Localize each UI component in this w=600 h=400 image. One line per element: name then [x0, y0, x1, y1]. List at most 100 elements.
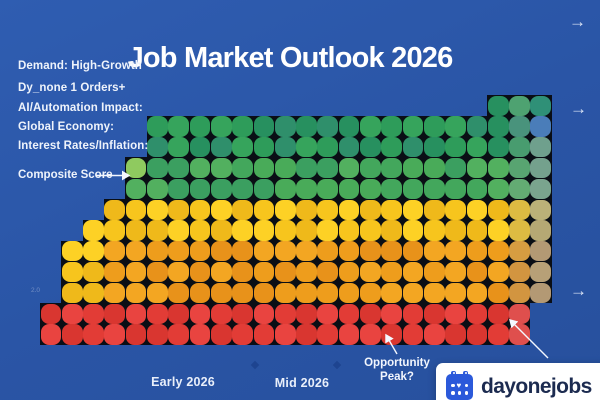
mosaic-dot	[509, 303, 530, 324]
mosaic-cell	[82, 303, 105, 325]
mosaic-dot	[147, 324, 168, 345]
mosaic-dot	[423, 178, 445, 199]
mosaic-cell	[402, 282, 424, 304]
mosaic-dot	[125, 199, 147, 220]
mosaic-cell	[231, 199, 254, 221]
mosaic-cell	[487, 136, 510, 158]
mosaic-dot	[466, 199, 488, 220]
mosaic-dot	[487, 241, 509, 262]
mosaic-dot	[83, 261, 104, 283]
mosaic-dot	[381, 199, 402, 220]
mosaic-cell	[338, 240, 360, 262]
mosaic-cell	[338, 115, 360, 138]
mosaic-cell	[253, 219, 275, 242]
mosaic-dot	[274, 303, 296, 324]
mosaic-dot	[509, 220, 530, 241]
mosaic-cell	[338, 323, 360, 346]
mosaic-cell	[402, 136, 424, 158]
mosaic-cell	[167, 219, 190, 242]
mosaic-dot	[210, 241, 232, 262]
mosaic-dot	[530, 199, 552, 220]
mosaic-cell	[316, 219, 339, 242]
mosaic-cell	[423, 115, 446, 138]
mosaic-cell	[210, 136, 233, 158]
mosaic-cell	[380, 115, 403, 138]
calendar-dot	[464, 391, 468, 395]
mosaic-dot	[274, 157, 296, 179]
mosaic-cell	[359, 199, 382, 221]
mosaic-dot	[168, 116, 189, 137]
mosaic-cell	[167, 323, 190, 346]
mosaic-cell	[338, 136, 360, 158]
mosaic-cell	[253, 178, 275, 200]
mosaic-dot	[423, 303, 445, 324]
mosaic-cell	[487, 199, 510, 221]
mosaic-cell	[189, 157, 211, 179]
mosaic-cell	[253, 303, 275, 325]
mosaic-dot	[360, 178, 381, 199]
mosaic-cell	[380, 136, 403, 158]
mosaic-dot	[487, 95, 509, 116]
mosaic-dot	[296, 324, 317, 345]
mosaic-dot	[168, 282, 189, 303]
mosaic-cell	[231, 219, 254, 242]
mosaic-dot	[40, 324, 62, 345]
mosaic-cell	[487, 323, 510, 346]
mosaic-cell	[274, 178, 297, 200]
mosaic-dot	[466, 220, 488, 241]
mosaic-dot	[509, 137, 530, 158]
mosaic-cell	[103, 323, 126, 346]
mosaic-cell	[380, 219, 403, 242]
mosaic-cell	[146, 136, 169, 158]
mosaic-dot	[423, 324, 445, 345]
mosaic-dot	[338, 261, 360, 283]
mosaic-dot	[61, 282, 83, 303]
mosaic-dot	[445, 303, 466, 324]
mosaic-cell	[103, 199, 126, 221]
mosaic-dot	[381, 157, 402, 179]
mosaic-dot	[232, 199, 253, 220]
mosaic-cell	[189, 136, 211, 158]
mosaic-cell	[508, 157, 531, 179]
mosaic-dot	[147, 261, 168, 283]
mosaic-cell	[466, 323, 488, 346]
mosaic-cell	[423, 157, 446, 179]
mosaic-dot	[360, 199, 381, 220]
heart-icon: ♥	[456, 381, 462, 390]
label-composite-score: Composite Score	[18, 169, 113, 181]
mosaic-cell	[103, 261, 126, 283]
mosaic-dot	[317, 178, 339, 199]
mosaic-cell	[444, 240, 467, 262]
dayonejobs-logo-card[interactable]: ♥ dayonejobs	[436, 363, 600, 400]
mosaic-dot	[338, 282, 360, 303]
mosaic-dot	[466, 178, 488, 199]
mosaic-dot	[509, 157, 530, 179]
page-title: Job Market Outlook 2026	[127, 42, 454, 74]
mosaic-cell	[487, 115, 510, 138]
mosaic-cell	[508, 303, 531, 325]
mosaic-dot	[296, 137, 317, 158]
mosaic-cell	[423, 199, 446, 221]
mosaic-dot	[168, 178, 189, 199]
mosaic-cell	[103, 219, 126, 242]
mosaic-dot	[530, 95, 552, 116]
mosaic-cell	[529, 178, 552, 200]
mosaic-cell	[167, 136, 190, 158]
mosaic-dot	[466, 157, 488, 179]
mosaic-cell	[508, 115, 531, 138]
mosaic-dot	[189, 137, 211, 158]
mosaic-dot	[253, 303, 275, 324]
mosaic-cell	[466, 261, 488, 283]
mosaic-dot	[530, 261, 552, 283]
mosaic-cell	[380, 303, 403, 325]
mosaic-cell	[274, 199, 297, 221]
mosaic-cell	[125, 323, 147, 346]
mosaic-dot	[274, 116, 296, 137]
mosaic-dot	[189, 241, 211, 262]
mosaic-dot	[83, 303, 104, 324]
mosaic-dot	[147, 137, 168, 158]
mosaic-cell	[338, 261, 360, 283]
mosaic-cell	[508, 95, 531, 117]
mosaic-cell	[61, 240, 84, 262]
mosaic-cell	[529, 282, 552, 304]
